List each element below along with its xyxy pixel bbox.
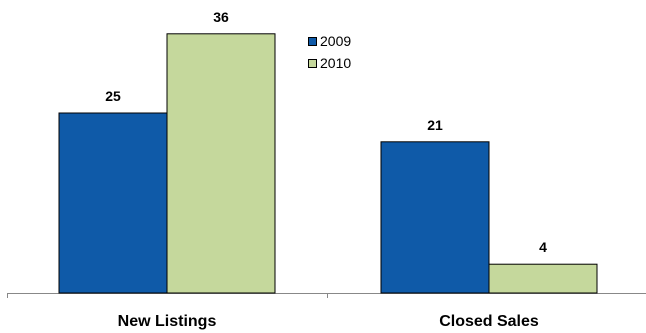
legend-item-2009: 2009: [308, 30, 351, 52]
bar-closed-sales-2010: [488, 263, 598, 294]
data-label: 4: [539, 239, 547, 255]
chart-legend: 2009 2010: [308, 30, 351, 74]
x-tick-label: Closed Sales: [439, 313, 539, 330]
legend-swatch-2010: [308, 58, 317, 68]
data-label: 36: [213, 9, 229, 25]
bar-closed-sales-2009: [380, 141, 490, 294]
legend-label-2010: 2010: [320, 55, 352, 71]
data-label: 21: [427, 117, 443, 133]
bar-new-listings-2009: [58, 112, 168, 294]
data-label: 25: [105, 88, 121, 104]
legend-label-2009: 2009: [320, 33, 352, 49]
bar-new-listings-2010: [166, 33, 276, 294]
legend-swatch-2009: [308, 36, 317, 46]
legend-item-2010: 2010: [308, 52, 351, 74]
x-tick-label: New Listings: [118, 313, 217, 330]
